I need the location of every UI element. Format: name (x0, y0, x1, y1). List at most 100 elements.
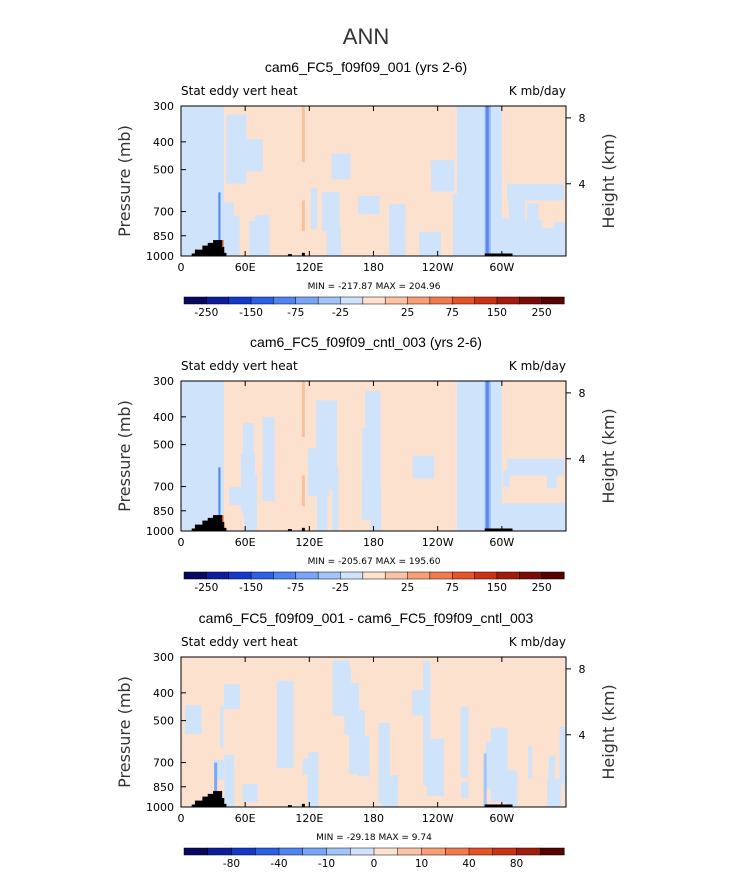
y-axis-label: Pressure (mb) (115, 125, 134, 237)
colorbar-swatch (540, 847, 565, 856)
field-patch-negative (370, 486, 382, 531)
field-patch-negative (181, 106, 224, 256)
x-tick-label: 120W (422, 261, 454, 274)
colorbar-swatch (519, 296, 543, 305)
colorbar-swatch (350, 847, 375, 856)
min-max-stats: MIN = -29.18 MAX = 9.74 (316, 833, 432, 843)
colorbar-swatch (183, 571, 207, 580)
colorbar-swatch (384, 571, 409, 580)
colorbar-label: 150 (487, 307, 507, 319)
field-patch-negative (310, 188, 318, 229)
units-label: K mb/day (509, 359, 566, 373)
topography-block (194, 524, 203, 531)
x-tick-label: 60E (235, 261, 256, 274)
field-patch-negative (302, 758, 308, 775)
panel-title: cam6_FC5_f09f09_cntl_003 (yrs 2-6) (250, 334, 482, 350)
variable-label: Stat eddy vert heat (181, 635, 298, 649)
field-plot (181, 657, 566, 807)
colorbar-label: 250 (532, 582, 552, 594)
y-tick-label: 1000 (146, 250, 174, 263)
topography-block (202, 796, 209, 807)
colorbar-swatch (407, 571, 431, 580)
colorbar-swatch (384, 296, 409, 305)
field-patch-negative (427, 739, 444, 796)
field-extreme-negative-halo (484, 381, 491, 531)
field-patch-positive (301, 106, 305, 162)
height-tick-label: 4 (579, 178, 586, 191)
field-patch-negative (505, 770, 518, 807)
colorbar-swatch (474, 571, 498, 580)
height-tick-label: 8 (579, 663, 586, 676)
y-tick-label: 700 (153, 757, 174, 770)
field-patch-negative (218, 192, 221, 256)
y-tick-label: 700 (153, 481, 174, 494)
colorbar-label: -25 (332, 582, 349, 594)
colorbar-swatch (255, 847, 280, 856)
y-tick-label: 300 (153, 375, 174, 388)
x-tick-label: 60E (235, 536, 256, 549)
colorbar-swatch (228, 571, 252, 580)
x-tick-label: 60W (489, 536, 514, 549)
colorbar-swatch (421, 847, 446, 856)
field-patch-negative (220, 705, 224, 748)
x-tick-label: 0 (178, 261, 185, 274)
colorbar: -250 -150 -75 -25 25 75 150 250 (183, 571, 565, 594)
field-patch-negative (365, 390, 381, 488)
topography-block (484, 253, 513, 256)
field-patch-negative (460, 706, 469, 778)
field-patch-negative (501, 228, 566, 256)
chart-panel-1: cam6_FC5_f09f09_001 (yrs 2-6) Stat eddy v… (115, 59, 618, 319)
colorbar-swatch (295, 571, 319, 580)
x-tick-label: 120W (422, 812, 454, 825)
colorbar-swatch (340, 296, 364, 305)
topography-block (301, 803, 305, 807)
field-patch-negative (527, 203, 539, 244)
colorbar-label: 10 (415, 858, 428, 870)
field-patch-negative (559, 726, 566, 784)
colorbar-swatch (317, 571, 342, 580)
topography-block (191, 253, 196, 256)
colorbar-swatch (250, 296, 274, 305)
colorbar-swatch (228, 296, 252, 305)
x-tick-label: 120E (295, 536, 323, 549)
figure-title: ANN (343, 24, 389, 49)
field-patch-negative (456, 381, 502, 531)
topography-block (223, 803, 227, 807)
x-tick-label: 120W (422, 536, 454, 549)
colorbar-label: 25 (401, 582, 414, 594)
colorbar-swatch (519, 571, 543, 580)
topography-block (301, 527, 305, 531)
field-patch-negative (262, 417, 275, 502)
topography-block (287, 254, 292, 256)
topography-block (207, 517, 214, 531)
field-patch-negative (213, 759, 225, 780)
colorbar-label: -75 (287, 307, 304, 319)
topography-block (213, 791, 223, 807)
field-patch-negative (331, 153, 351, 180)
field-patch-negative (326, 225, 341, 256)
colorbar-label: -40 (270, 858, 287, 870)
topography-mask (191, 791, 513, 807)
topography-block (194, 249, 203, 256)
y-tick-label: 500 (153, 715, 174, 728)
colorbar-swatch (278, 847, 304, 856)
colorbar-swatch (273, 296, 297, 305)
topography-block (213, 515, 223, 531)
colorbar-label: 75 (446, 582, 459, 594)
variable-label: Stat eddy vert heat (181, 359, 298, 373)
colorbar-swatch (207, 847, 233, 856)
colorbar-swatch (445, 847, 470, 856)
y-axis-label-right: Height (km) (599, 133, 618, 228)
topography-block (207, 242, 214, 256)
topography-block (194, 800, 203, 807)
y-axis-label: Pressure (mb) (115, 676, 134, 788)
colorbar-swatch (541, 571, 565, 580)
colorbar-label: -80 (223, 858, 240, 870)
field-patch-negative (318, 437, 327, 518)
height-tick-label: 4 (579, 729, 586, 742)
topography-block (484, 528, 513, 531)
field-patch-negative (548, 756, 556, 807)
x-tick-label: 0 (178, 812, 185, 825)
field-patch-negative (223, 684, 240, 709)
colorbar-swatch (302, 847, 328, 856)
